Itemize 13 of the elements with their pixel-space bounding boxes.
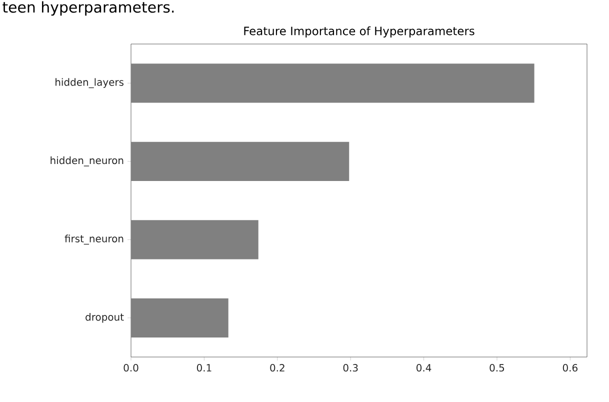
text: teen hyperparameters. — [2, 1, 174, 16]
y-tick-label: hidden_layers — [56, 78, 124, 88]
y-tick-label: first_neuron — [64, 234, 124, 245]
y-tick-label: dropout — [86, 313, 124, 323]
x-tick-label: 0.3 — [343, 364, 358, 372]
x-tick-label: 0.0 — [124, 364, 138, 372]
x-tick-label: 0.2 — [270, 364, 284, 372]
x-tick-label: 0.1 — [196, 364, 212, 372]
y-tick-label: hidden_neuron — [50, 156, 124, 166]
chart-title: Feature Importance of Hyperparameters — [244, 26, 474, 38]
x-tick-label: 0.5 — [490, 364, 504, 372]
x-tick-label: 0.4 — [416, 364, 432, 372]
x-tick-label: 0.6 — [562, 364, 578, 372]
